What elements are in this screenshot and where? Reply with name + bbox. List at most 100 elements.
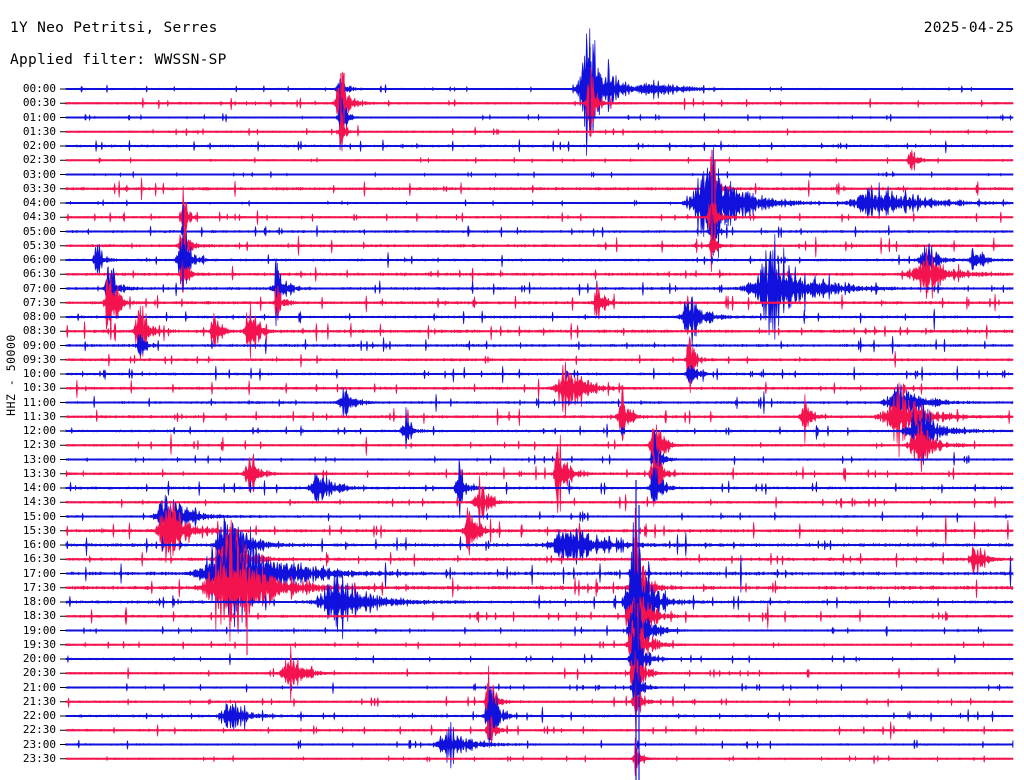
time-label-2030: 20:30 bbox=[22, 666, 56, 680]
trace-row-1600 bbox=[65, 517, 1014, 581]
trace-row-0730 bbox=[65, 272, 1014, 339]
time-label-0100: 01:00 bbox=[22, 110, 56, 124]
trace-row-1700 bbox=[65, 526, 1014, 628]
time-label-0000: 00:00 bbox=[22, 82, 56, 95]
time-label-1930: 19:30 bbox=[22, 637, 56, 651]
time-label-0030: 00:30 bbox=[22, 96, 56, 110]
time-label-0500: 05:00 bbox=[22, 224, 56, 238]
time-label-1500: 15:00 bbox=[22, 509, 56, 523]
trace-row-1330 bbox=[65, 434, 1014, 514]
trace-row-1100 bbox=[65, 384, 1014, 419]
trace-row-0230 bbox=[65, 149, 1014, 171]
trace-row-1130 bbox=[65, 382, 1014, 458]
date-label: 2025-04-25 bbox=[923, 20, 1014, 36]
trace-row-1300 bbox=[65, 431, 1014, 499]
time-label-0730: 07:30 bbox=[22, 295, 56, 309]
time-label-0900: 09:00 bbox=[22, 338, 56, 352]
trace-row-0600 bbox=[65, 232, 1014, 287]
trace-row-1530 bbox=[65, 502, 1014, 563]
trace-row-0700 bbox=[65, 234, 1014, 340]
time-label-2100: 21:00 bbox=[22, 680, 56, 694]
trace-row-2200 bbox=[65, 687, 1014, 749]
time-label-0400: 04:00 bbox=[22, 196, 56, 209]
time-label-1030: 10:30 bbox=[22, 381, 56, 395]
time-label-1730: 17:30 bbox=[22, 580, 56, 594]
trace-row-1630 bbox=[65, 519, 1014, 609]
time-label-1200: 12:00 bbox=[22, 424, 56, 437]
trace-row-2130 bbox=[65, 665, 1014, 732]
trace-row-1500 bbox=[65, 494, 1014, 537]
time-label-1330: 13:30 bbox=[22, 466, 56, 480]
time-label-0600: 06:00 bbox=[22, 253, 56, 266]
trace-row-2300 bbox=[65, 722, 1014, 769]
trace-row-2000 bbox=[65, 615, 1014, 710]
time-label-1900: 19:00 bbox=[22, 623, 56, 637]
trace-row-2030 bbox=[65, 643, 1014, 702]
trace-row-1200 bbox=[65, 403, 1014, 465]
time-label-0230: 02:30 bbox=[22, 153, 56, 167]
time-label-0300: 03:00 bbox=[22, 167, 56, 181]
time-label-1630: 16:30 bbox=[22, 552, 56, 566]
trace-row-0000 bbox=[65, 28, 1014, 156]
time-label-0430: 04:30 bbox=[22, 210, 56, 224]
trace-row-1830 bbox=[65, 596, 1014, 645]
trace-row-1400 bbox=[65, 458, 1014, 519]
time-label-2330: 23:30 bbox=[22, 751, 56, 765]
trace-row-2100 bbox=[65, 668, 1014, 704]
time-label-0800: 08:00 bbox=[22, 310, 56, 323]
time-label-1000: 10:00 bbox=[22, 367, 56, 380]
time-label-1400: 14:00 bbox=[22, 481, 56, 494]
filter-label: Applied filter: WWSSN-SP bbox=[10, 52, 227, 68]
time-label-2230: 22:30 bbox=[22, 723, 56, 737]
trace-row-1800 bbox=[65, 522, 1014, 691]
time-label-0330: 03:30 bbox=[22, 181, 56, 195]
time-label-0830: 08:30 bbox=[22, 324, 56, 338]
trace-row-2230 bbox=[65, 715, 1014, 743]
trace-row-1430 bbox=[65, 475, 1014, 529]
trace-row-0830 bbox=[65, 303, 1014, 361]
time-label-1700: 17:00 bbox=[22, 566, 56, 580]
time-label-1300: 13:00 bbox=[22, 452, 56, 466]
trace-row-0900 bbox=[65, 334, 1014, 356]
time-label-2000: 20:00 bbox=[22, 652, 56, 665]
trace-row-0300 bbox=[65, 170, 1014, 179]
time-label-1830: 18:30 bbox=[22, 609, 56, 623]
trace-row-0500 bbox=[65, 206, 1014, 254]
time-label-0630: 06:30 bbox=[22, 267, 56, 281]
trace-row-0030 bbox=[65, 66, 1014, 138]
trace-row-0800 bbox=[65, 295, 1014, 347]
time-label-1430: 14:30 bbox=[22, 495, 56, 509]
time-label-1600: 16:00 bbox=[22, 538, 56, 551]
time-label-2130: 21:30 bbox=[22, 694, 56, 708]
trace-row-0400 bbox=[65, 145, 1014, 259]
trace-row-1030 bbox=[65, 361, 1014, 416]
trace-row-0130 bbox=[65, 112, 1014, 152]
trace-row-0100 bbox=[65, 95, 1014, 150]
trace-row-1900 bbox=[65, 581, 1014, 669]
time-label-1100: 11:00 bbox=[22, 395, 56, 409]
time-label-1130: 11:30 bbox=[22, 409, 56, 423]
time-label-1800: 18:00 bbox=[22, 595, 56, 608]
trace-row-1000 bbox=[65, 364, 1014, 384]
time-label-1530: 15:30 bbox=[22, 523, 56, 537]
time-label-2200: 22:00 bbox=[22, 709, 56, 722]
trace-row-1930 bbox=[65, 603, 1014, 675]
time-label-1230: 12:30 bbox=[22, 438, 56, 452]
trace-row-0930 bbox=[65, 336, 1014, 393]
time-label-2300: 23:00 bbox=[22, 737, 56, 751]
time-label-0130: 01:30 bbox=[22, 124, 56, 138]
time-label-0530: 05:30 bbox=[22, 238, 56, 252]
page-title: 1Y Neo Petritsi, Serres bbox=[10, 20, 218, 36]
trace-row-0200 bbox=[65, 139, 1014, 154]
trace-row-1730 bbox=[65, 508, 1014, 673]
time-label-0200: 02:00 bbox=[22, 139, 56, 152]
trace-row-0530 bbox=[65, 220, 1014, 272]
trace-row-1230 bbox=[65, 420, 1014, 472]
time-label-0700: 07:00 bbox=[22, 281, 56, 295]
trace-row-0430 bbox=[65, 185, 1014, 240]
trace-row-2330 bbox=[65, 737, 1014, 776]
time-label-0930: 09:30 bbox=[22, 352, 56, 366]
trace-row-0630 bbox=[65, 247, 1014, 299]
